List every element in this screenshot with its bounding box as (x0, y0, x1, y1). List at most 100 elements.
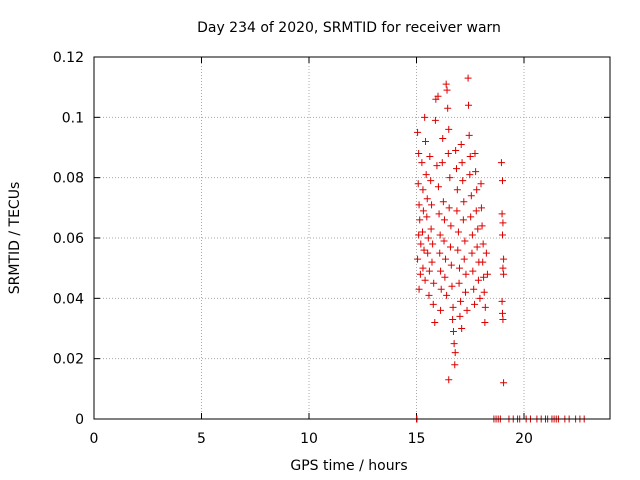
data-point (424, 249, 432, 257)
data-point (476, 294, 484, 302)
data-point (444, 150, 452, 158)
data-point (460, 198, 468, 206)
x-tick-label: 0 (90, 431, 99, 447)
data-point (498, 297, 506, 305)
data-point (439, 198, 447, 206)
data-point (477, 204, 485, 212)
data-point (472, 168, 480, 176)
data-point (474, 225, 482, 233)
data-point (419, 207, 427, 215)
data-point (441, 273, 449, 281)
y-tick-label: 0 (75, 412, 84, 428)
x-axis-label: GPS time / hours (290, 458, 407, 474)
data-point (430, 279, 438, 287)
data-point (458, 159, 466, 167)
data-point (445, 204, 453, 212)
data-point (464, 74, 472, 82)
data-point (462, 288, 470, 296)
data-point (478, 222, 486, 230)
data-point (419, 264, 427, 272)
data-point (437, 306, 445, 314)
data-point (499, 309, 506, 317)
data-point (434, 183, 442, 191)
data-point (443, 291, 451, 299)
data-point (480, 273, 488, 281)
data-point (451, 361, 459, 369)
data-point (481, 318, 489, 326)
data-point (449, 303, 457, 311)
data-point (467, 213, 475, 221)
data-point (473, 243, 481, 251)
data-point (454, 228, 462, 236)
data-point (436, 231, 444, 239)
data-point (454, 246, 462, 254)
data-point (415, 150, 423, 158)
data-point (465, 131, 473, 139)
data-point (429, 300, 437, 308)
data-point (479, 258, 487, 266)
data-point (497, 159, 505, 167)
x-tick-label: 15 (408, 431, 426, 447)
data-point (456, 264, 463, 272)
data-point (469, 267, 477, 275)
data-point (500, 255, 508, 263)
data-point (457, 140, 465, 148)
plot-frame (93, 56, 611, 420)
data-point (463, 306, 471, 314)
data-point (455, 279, 463, 287)
data-point (442, 80, 450, 88)
data-point (429, 240, 437, 248)
data-point (433, 162, 441, 170)
x-tick-label: 5 (197, 431, 206, 447)
data-point (499, 231, 506, 239)
data-point (415, 201, 423, 209)
data-point (444, 104, 452, 112)
data-point (499, 264, 507, 272)
data-point (460, 255, 468, 263)
data-point (417, 240, 425, 248)
data-point (451, 349, 459, 357)
data-point (449, 315, 457, 323)
data-point (442, 255, 450, 263)
data-point (466, 171, 474, 179)
data-point (447, 261, 455, 269)
data-point (470, 285, 478, 293)
data-point (450, 340, 458, 348)
data-point (425, 291, 433, 299)
data-point (481, 303, 489, 311)
data-point (456, 312, 464, 320)
data-point (452, 147, 460, 155)
data-point (423, 213, 431, 221)
data-point (482, 249, 490, 257)
data-point (422, 171, 430, 179)
data-point (434, 92, 442, 100)
data-point (458, 325, 466, 332)
data-point (445, 125, 453, 133)
data-point (499, 219, 507, 227)
x-tick-label: 10 (300, 431, 318, 447)
data-point (468, 249, 476, 257)
data-point (500, 379, 508, 387)
data-point (462, 270, 470, 278)
data-point (437, 267, 445, 275)
data-point (421, 276, 429, 284)
data-point (416, 270, 424, 278)
data-point (457, 297, 465, 305)
data-point (453, 207, 461, 215)
grid-lines (94, 57, 610, 419)
data-point (419, 228, 427, 236)
data-point (422, 137, 430, 145)
data-point (420, 246, 428, 254)
data-point (415, 285, 423, 293)
data-point (427, 225, 435, 233)
data-point (414, 255, 422, 263)
data-point (443, 86, 451, 94)
data-point (467, 192, 475, 200)
data-point (453, 186, 461, 194)
data-point (468, 231, 476, 239)
data-point (440, 237, 448, 245)
data-point (428, 201, 436, 209)
data-point (414, 180, 422, 188)
data-point (426, 153, 434, 161)
